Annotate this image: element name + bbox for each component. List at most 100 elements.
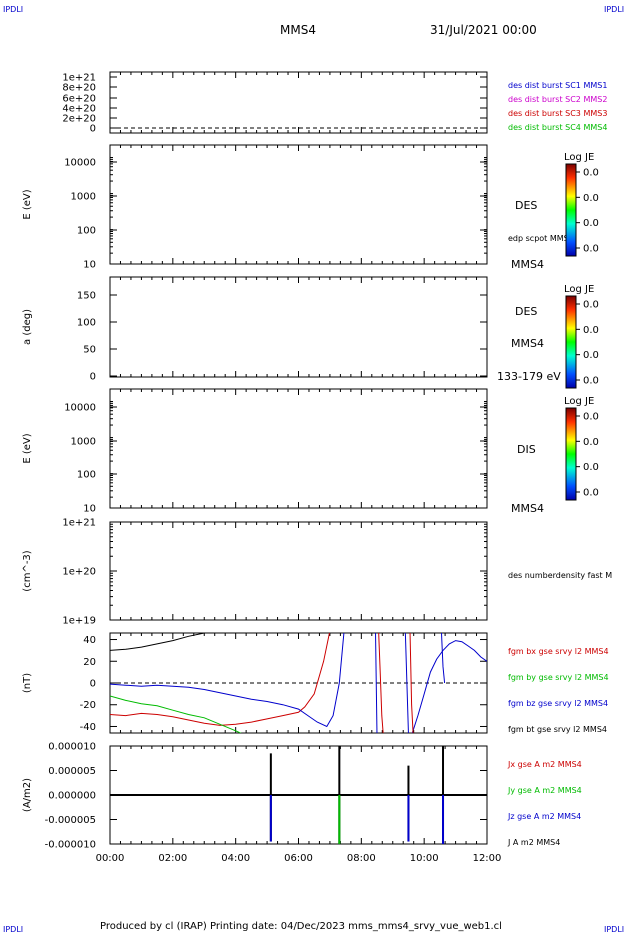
side-label: edp scpot MMS4 xyxy=(508,234,574,243)
colorbar-tick-label: 0.0 xyxy=(583,244,599,255)
side-label: MMS4 xyxy=(511,502,544,515)
legend-entry: des dist burst SC4 MMS4 xyxy=(508,123,607,132)
colorbar-tick-label: 0.0 xyxy=(583,462,599,473)
colorbar-tick-label: 0.0 xyxy=(583,218,599,229)
series-line xyxy=(110,633,330,726)
y-tick-label: 0.000005 xyxy=(48,766,96,777)
legend-entry: des dist burst SC2 MMS2 xyxy=(508,95,607,104)
y-tick-label: 0 xyxy=(90,679,96,690)
side-label: MMS4 xyxy=(511,337,544,350)
series-line xyxy=(378,633,384,733)
corner-label-bottom-left: IPDLI xyxy=(3,925,23,934)
legend-entry: des dist burst SC1 MMS1 xyxy=(508,81,607,90)
y-tick-label: -0.000005 xyxy=(45,815,96,826)
y-tick-label: 2e+20 xyxy=(62,114,96,125)
colorbar-tick-label: 0.0 xyxy=(583,376,599,387)
y-tick-label: 100 xyxy=(77,226,96,237)
panel-frame xyxy=(109,71,488,134)
y-tick-label: 100 xyxy=(77,470,96,481)
y-tick-label: 50 xyxy=(83,345,96,356)
panel-frame xyxy=(109,388,488,509)
legend-entry: Jy gse A m2 MMS4 xyxy=(507,786,582,795)
panel-frame xyxy=(109,144,488,265)
panel-des-pitch: 150 100 50 0 a (deg) DES MMS4 133-179 eV Log JE 0… xyxy=(22,276,599,389)
colorbar-tick-label: 0.0 xyxy=(583,350,599,361)
footer-text: Produced by cl (IRAP) Printing date: 04/… xyxy=(100,921,502,932)
colorbar xyxy=(565,407,577,501)
x-tick-label: 12:00 xyxy=(473,853,502,864)
colorbar-tick-label: 0.0 xyxy=(583,488,599,499)
y-axis-label: E (eV) xyxy=(22,433,33,463)
y-tick-label: 100 xyxy=(77,318,96,329)
y-tick-label: 4e+20 xyxy=(62,104,96,115)
x-tick-label: 04:00 xyxy=(221,853,250,864)
y-axis-label: E (eV) xyxy=(22,189,33,219)
y-tick-label: -0.000010 xyxy=(45,840,96,851)
colorbar xyxy=(565,295,577,389)
x-tick-label: 08:00 xyxy=(347,853,376,864)
colorbar-tick-label: 0.0 xyxy=(583,325,599,336)
y-axis-label: (cm^-3) xyxy=(22,550,33,591)
colorbar-title: Log JE xyxy=(564,396,594,407)
side-label: 133-179 eV xyxy=(497,370,561,383)
panel-number-density: 1e+21 1e+20 1e+19 (cm^-3) des numberdensity … xyxy=(22,518,612,627)
y-tick-label: 6e+20 xyxy=(62,94,96,105)
legend-entry: J A m2 MMS4 xyxy=(507,838,560,847)
y-tick-label: 10 xyxy=(83,504,96,515)
legend-entry: fgm bx gse srvy l2 MMS4 xyxy=(508,647,609,656)
series-line xyxy=(440,633,446,684)
y-tick-label: 20 xyxy=(83,657,96,668)
panel-fgm: 40 20 0 -20 -40 (nT) fgm bx gse srvy l2 MMS4 fg… xyxy=(22,632,609,734)
y-tick-label: 10000 xyxy=(64,158,96,169)
corner-label-top-right: IPDLI xyxy=(604,5,624,14)
y-tick-label: 1000 xyxy=(71,437,96,448)
legend-entry: Jz gse A m2 MMS4 xyxy=(507,812,581,821)
colorbar-title: Log JE xyxy=(564,284,594,295)
y-tick-label: -20 xyxy=(80,700,96,711)
colorbar-tick-label: 0.0 xyxy=(583,168,599,179)
y-axis-label: (A/m2) xyxy=(22,778,33,812)
panel-frame xyxy=(109,521,488,621)
panel-dis-energy: 10000 1000 100 10 E (eV) DIS MMS4 Log JE 0.0 0.0 0… xyxy=(22,388,599,515)
legend-entry: des numberdensity fast M xyxy=(508,571,612,580)
side-label: DIS xyxy=(517,443,536,456)
colorbar xyxy=(565,163,577,257)
x-tick-label: 02:00 xyxy=(158,853,187,864)
colorbar-tick-label: 0.0 xyxy=(583,437,599,448)
y-tick-label: 150 xyxy=(77,291,96,302)
legend-entry: fgm bt gse srvy l2 MMS4 xyxy=(508,725,607,734)
colorbar-title: Log JE xyxy=(564,152,594,163)
y-tick-label: 0.000010 xyxy=(48,742,96,753)
panel-frame xyxy=(109,276,488,378)
y-tick-label: 0.000000 xyxy=(48,791,96,802)
series-line xyxy=(110,695,242,733)
y-tick-label: 0 xyxy=(90,124,96,135)
spacecraft-title: MMS4 xyxy=(280,23,316,37)
series-line xyxy=(409,633,414,733)
side-label: DES xyxy=(515,305,537,318)
legend-entry: fgm bz gse srvy l2 MMS4 xyxy=(508,699,608,708)
series-line xyxy=(375,633,378,733)
corner-label-bottom-right: IPDLI xyxy=(604,925,624,934)
y-tick-label: 0 xyxy=(90,372,96,383)
y-tick-label: -40 xyxy=(80,722,96,733)
x-tick-label: 10:00 xyxy=(410,853,439,864)
x-tick-label: 00:00 xyxy=(96,853,125,864)
legend-entry: fgm by gse srvy l2 MMS4 xyxy=(508,673,609,682)
y-tick-label: 1000 xyxy=(71,192,96,203)
y-tick-label: 10 xyxy=(83,260,96,271)
panel-des-energy: 10000 1000 100 10 E (eV) DES edp scpot MMS4 MMS… xyxy=(22,144,599,271)
series-line xyxy=(404,633,487,733)
side-label: MMS4 xyxy=(511,258,544,271)
y-tick-label: 1e+20 xyxy=(62,567,96,578)
side-label: DES xyxy=(515,199,537,212)
y-tick-label: 1e+19 xyxy=(62,616,96,627)
y-tick-label: 40 xyxy=(83,635,96,646)
series-line xyxy=(110,633,345,728)
panel-current-density: 0.000010 0.000005 0.000000 -0.000005 -0.0000… xyxy=(22,742,582,865)
series-group xyxy=(110,633,487,733)
legend-entry: Jx gse A m2 MMS4 xyxy=(507,760,582,769)
y-tick-label: 10000 xyxy=(64,403,96,414)
